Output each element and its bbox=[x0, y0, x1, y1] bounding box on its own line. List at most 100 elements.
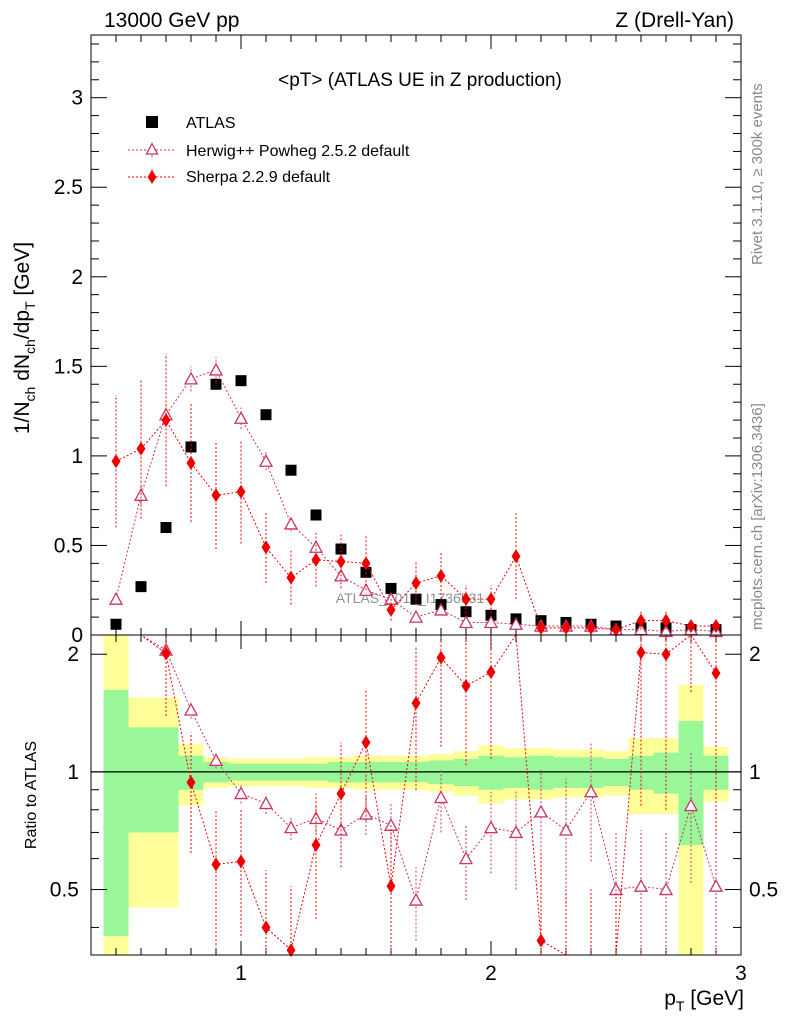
ratio-herwig-point bbox=[483, 820, 499, 834]
ratio-sherpa-point bbox=[361, 735, 371, 750]
main-sherpa-point bbox=[111, 454, 121, 469]
ratio-herwig-point bbox=[408, 892, 424, 906]
main-atlas-point bbox=[310, 509, 322, 521]
legend: ATLAS Herwig++ Powheg 2.5.2 default Sher… bbox=[128, 115, 410, 186]
main-sherpa-point bbox=[361, 556, 371, 571]
main-herwig-point bbox=[458, 615, 474, 629]
ratio-series-layer bbox=[116, 633, 724, 958]
main-atlas-point bbox=[285, 464, 297, 476]
main-sherpa-point bbox=[511, 549, 521, 564]
main-sherpa-point bbox=[286, 570, 296, 585]
main-sherpa-point bbox=[636, 613, 646, 628]
ratio-herwig-point bbox=[458, 851, 474, 865]
main-grid-ticks: 0 0.5 1 1.5 2 2.5 3 bbox=[54, 35, 742, 647]
ratio-band-inner bbox=[703, 755, 729, 790]
ratio-herwig-point bbox=[183, 702, 199, 716]
ratio-sherpa-point bbox=[636, 645, 646, 660]
main-y-tick-label: 2 bbox=[71, 266, 83, 289]
main-sherpa-point bbox=[436, 568, 446, 583]
ratio-sherpa-point bbox=[311, 838, 321, 853]
ratio-sherpa-point bbox=[186, 775, 196, 790]
ratio-band-inner bbox=[103, 690, 129, 937]
main-sherpa-point bbox=[486, 592, 496, 607]
ratio-plot-panel: 1 2 3 0.5 0.5 1 1 2 2 Ratio to ATLAS pT [GeV] bbox=[23, 633, 778, 1014]
ratio-herwig-point bbox=[608, 882, 624, 896]
ratio-sherpa-point bbox=[486, 665, 496, 680]
main-atlas-point bbox=[110, 618, 122, 630]
ratio-sherpa-point bbox=[711, 666, 721, 681]
header-right: Z (Drell-Yan) bbox=[615, 9, 734, 32]
ratio-herwig-point bbox=[358, 806, 374, 820]
ratio-herwig-point bbox=[683, 798, 699, 812]
ratio-frame bbox=[90, 634, 742, 956]
ratio-herwig-point bbox=[633, 878, 649, 892]
ratio-x-tick-label: 3 bbox=[735, 962, 747, 985]
main-herwig-point bbox=[283, 516, 299, 530]
ratio-sherpa-point bbox=[161, 646, 171, 661]
ratio-sherpa-point bbox=[286, 943, 296, 958]
ratio-band-inner bbox=[153, 727, 179, 833]
ratio-herwig-point bbox=[708, 878, 724, 892]
main-sherpa-point bbox=[461, 592, 471, 607]
header-left: 13000 GeV pp bbox=[104, 9, 239, 32]
main-atlas-point bbox=[260, 409, 272, 421]
ratio-herwig-point bbox=[558, 822, 574, 836]
x-axis-label: pT [GeV] bbox=[664, 987, 744, 1014]
ratio-sherpa-point bbox=[436, 650, 446, 665]
ratio-sherpa-point bbox=[336, 786, 346, 801]
legend-label-herwig: Herwig++ Powheg 2.5.2 default bbox=[186, 143, 410, 160]
main-atlas-point bbox=[135, 581, 147, 593]
ratio-sherpa-point bbox=[211, 857, 221, 872]
main-sherpa-point bbox=[711, 619, 721, 634]
legend-label-sherpa: Sherpa 2.2.9 default bbox=[186, 169, 331, 186]
ratio-y-axis-label: Ratio to ATLAS bbox=[23, 741, 40, 849]
main-sherpa-point bbox=[386, 602, 396, 617]
main-y-tick-label: 0 bbox=[71, 624, 83, 647]
ratio-band-inner bbox=[528, 755, 554, 790]
ratio-sherpa-point bbox=[386, 879, 396, 894]
legend-marker-sherpa bbox=[147, 170, 157, 184]
ratio-y-tick-label: 2 bbox=[67, 643, 79, 666]
main-herwig-point bbox=[108, 591, 124, 605]
main-sherpa-point bbox=[186, 456, 196, 471]
main-atlas-point bbox=[210, 378, 222, 390]
ratio-band-inner bbox=[478, 755, 504, 790]
main-sherpa-point bbox=[311, 552, 321, 567]
main-title: <pT> (ATLAS UE in Z production) bbox=[278, 70, 562, 91]
main-sherpa-point bbox=[261, 540, 271, 555]
ratio-x-tick-label: 2 bbox=[485, 962, 497, 985]
ratio-band-inner bbox=[678, 720, 704, 846]
main-sherpa-point bbox=[236, 484, 246, 499]
main-sherpa-point bbox=[536, 620, 546, 635]
ratio-sherpa-point bbox=[461, 678, 471, 693]
ratio-herwig-point bbox=[258, 796, 274, 810]
side-label-mcplots: mcplots.cern.ch [arXiv:1306.3436] bbox=[749, 403, 766, 630]
main-atlas-point bbox=[235, 375, 247, 387]
side-label-rivet: Rivet 3.1.10, ≥ 300k events bbox=[749, 83, 766, 265]
main-sherpa-point bbox=[561, 620, 571, 635]
ratio-y-tick-label-right: 2 bbox=[749, 643, 761, 666]
ratio-sherpa-point bbox=[411, 696, 421, 711]
main-y-tick-label: 1.5 bbox=[54, 355, 83, 378]
main-y-tick-label: 0.5 bbox=[54, 534, 83, 557]
ratio-band-inner bbox=[128, 727, 154, 833]
ratio-sherpa-point bbox=[536, 933, 546, 948]
main-herwig-point bbox=[483, 615, 499, 629]
ratio-herwig-point bbox=[533, 804, 549, 818]
main-atlas-point bbox=[385, 582, 397, 594]
main-atlas-point bbox=[185, 441, 197, 453]
main-y-tick-label: 3 bbox=[71, 87, 83, 110]
main-sherpa-point bbox=[336, 554, 346, 569]
ratio-y-tick-label-right: 1 bbox=[749, 761, 761, 784]
main-sherpa-point bbox=[411, 576, 421, 591]
watermark: ATLAS_2019_I1736531 bbox=[336, 590, 485, 606]
main-y-axis-label: 1/Nch dNch/dpT [GeV] bbox=[11, 242, 38, 434]
main-herwig-point bbox=[258, 453, 274, 467]
main-sherpa-point bbox=[211, 488, 221, 503]
main-herwig-point bbox=[433, 602, 449, 616]
main-atlas-point bbox=[160, 522, 172, 534]
main-y-tick-label: 2.5 bbox=[54, 176, 83, 199]
ratio-sherpa-point bbox=[236, 854, 246, 869]
ratio-y-tick-label: 0.5 bbox=[50, 879, 79, 902]
